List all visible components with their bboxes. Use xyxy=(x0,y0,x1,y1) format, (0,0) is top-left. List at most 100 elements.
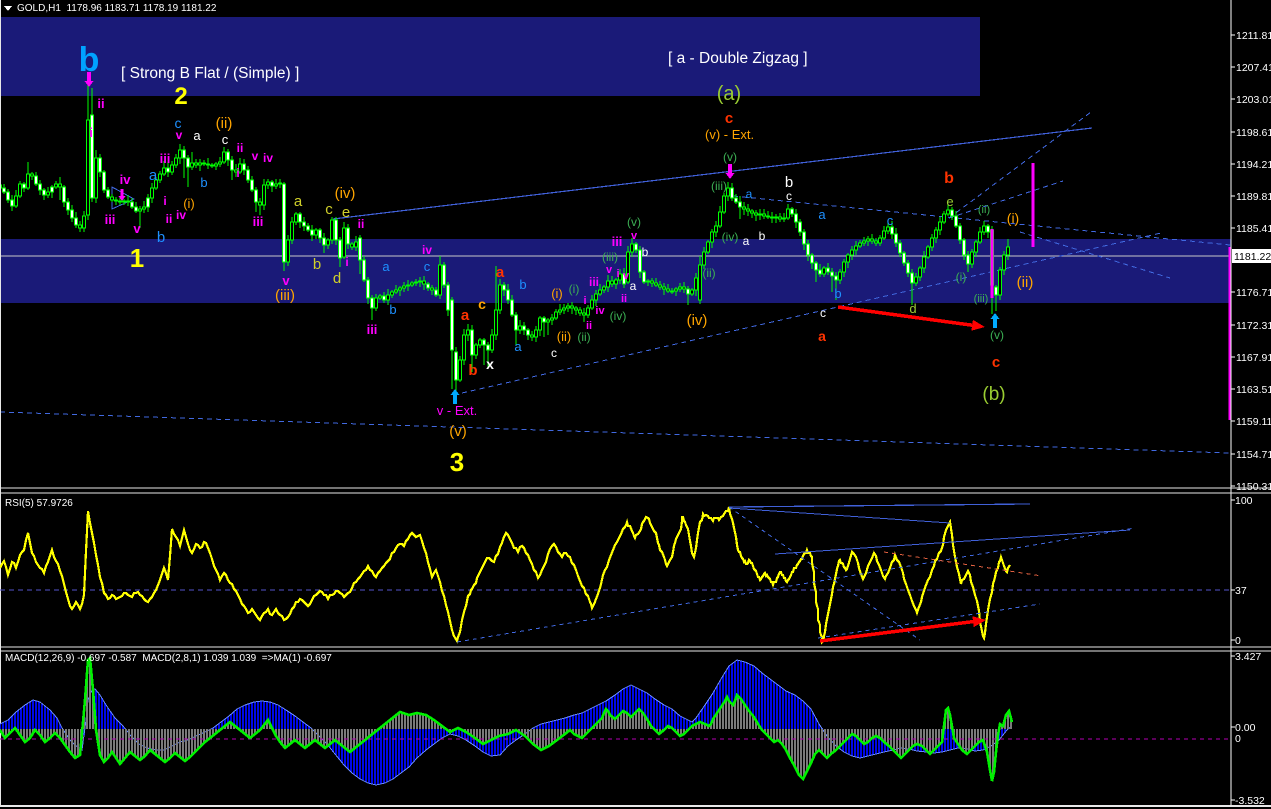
svg-text:(a): (a) xyxy=(717,83,741,105)
svg-text:b: b xyxy=(944,170,954,187)
svg-text:1159.11: 1159.11 xyxy=(1236,416,1271,428)
svg-text:(ii): (ii) xyxy=(577,330,590,344)
svg-text:-3.532: -3.532 xyxy=(1235,795,1265,807)
svg-text:a: a xyxy=(514,339,522,354)
svg-text:iv: iv xyxy=(176,208,186,222)
svg-text:1207.41: 1207.41 xyxy=(1236,62,1271,74)
svg-text:a: a xyxy=(746,187,753,201)
svg-text:b: b xyxy=(468,362,477,379)
svg-text:1167.91: 1167.91 xyxy=(1236,352,1271,364)
svg-text:d: d xyxy=(333,270,341,287)
svg-text:e: e xyxy=(946,194,953,209)
svg-text:1189.81: 1189.81 xyxy=(1236,191,1271,203)
svg-text:1181.22: 1181.22 xyxy=(1234,251,1271,263)
svg-text:(v): (v) xyxy=(449,423,467,440)
svg-text:i: i xyxy=(345,255,348,269)
svg-text:a: a xyxy=(818,207,826,222)
svg-text:b: b xyxy=(834,286,841,301)
svg-text:ii: ii xyxy=(358,217,365,231)
svg-text:c: c xyxy=(887,213,894,228)
svg-text:d: d xyxy=(909,301,916,316)
svg-text:iii: iii xyxy=(589,275,599,289)
svg-text:(iv): (iv) xyxy=(610,309,627,323)
svg-text:c: c xyxy=(725,110,733,127)
svg-text:c: c xyxy=(786,189,792,203)
svg-text:[ Strong B Flat / (Simple) ]: [ Strong B Flat / (Simple) ] xyxy=(121,65,299,82)
svg-text:3.427: 3.427 xyxy=(1235,651,1261,663)
svg-text:a: a xyxy=(818,328,826,344)
svg-text:(v): (v) xyxy=(990,328,1004,342)
svg-text:iv: iv xyxy=(422,243,432,257)
svg-text:a: a xyxy=(294,193,303,210)
svg-text:1185.41: 1185.41 xyxy=(1236,223,1271,235)
svg-text:RSI(5) 57.9726: RSI(5) 57.9726 xyxy=(5,498,73,509)
svg-text:(ii): (ii) xyxy=(702,266,715,280)
svg-text:(ii): (ii) xyxy=(216,115,233,132)
svg-text:1172.31: 1172.31 xyxy=(1236,320,1271,332)
svg-text:(b): (b) xyxy=(982,384,1005,405)
svg-text:b: b xyxy=(519,277,526,292)
svg-text:(iii): (iii) xyxy=(602,250,618,264)
svg-text:2: 2 xyxy=(174,83,187,110)
svg-text:v - Ext.: v - Ext. xyxy=(437,403,477,418)
svg-text:b: b xyxy=(785,174,793,191)
svg-text:i: i xyxy=(163,194,166,208)
svg-text:(i): (i) xyxy=(183,196,195,211)
svg-text:ii: ii xyxy=(237,141,244,155)
svg-text:iii: iii xyxy=(612,234,623,249)
svg-text:iii: iii xyxy=(160,151,171,166)
svg-text:(ii): (ii) xyxy=(557,329,571,344)
svg-text:v: v xyxy=(282,273,290,288)
svg-text:v: v xyxy=(623,270,630,282)
svg-text:ii: ii xyxy=(621,293,627,305)
svg-text:e: e xyxy=(342,204,350,221)
svg-text:b: b xyxy=(642,245,649,259)
svg-text:1198.61: 1198.61 xyxy=(1236,127,1271,139)
svg-text:1150.31: 1150.31 xyxy=(1236,481,1271,493)
svg-text:v: v xyxy=(133,221,141,236)
svg-text:c: c xyxy=(992,354,1000,371)
svg-text:iii: iii xyxy=(105,212,116,227)
svg-text:b: b xyxy=(79,41,100,79)
svg-text:(v): (v) xyxy=(723,150,737,164)
svg-text:(iii): (iii) xyxy=(275,287,295,304)
svg-text:v: v xyxy=(606,264,613,276)
svg-text:(iii): (iii) xyxy=(974,293,989,305)
svg-text:b: b xyxy=(313,256,321,273)
svg-text:3: 3 xyxy=(450,447,464,477)
svg-text:(ii): (ii) xyxy=(978,204,990,216)
svg-text:ii: ii xyxy=(97,96,104,111)
svg-text:a: a xyxy=(461,307,470,324)
svg-text:v: v xyxy=(631,230,638,242)
svg-text:(i): (i) xyxy=(1007,210,1019,226)
svg-text:ii: ii xyxy=(166,212,173,226)
svg-text:(iv): (iv) xyxy=(722,230,739,244)
svg-text:(i): (i) xyxy=(551,286,563,301)
svg-text:a: a xyxy=(496,264,505,281)
svg-text:(iii): (iii) xyxy=(711,179,727,193)
svg-text:c: c xyxy=(325,201,333,218)
svg-text:b: b xyxy=(759,229,766,243)
svg-text:1154.71: 1154.71 xyxy=(1236,449,1271,461)
svg-text:i: i xyxy=(89,125,93,140)
svg-text:(iv): (iv) xyxy=(687,312,708,329)
svg-text:iii: iii xyxy=(367,322,378,337)
svg-text:MACD(12,26,9) -0.697 -0.587 M: MACD(12,26,9) -0.697 -0.587 MACD(2,8,1) … xyxy=(5,653,332,664)
svg-text:(i): (i) xyxy=(569,282,580,296)
svg-text:(v): (v) xyxy=(627,215,641,229)
svg-text:1203.01: 1203.01 xyxy=(1236,94,1271,106)
svg-text:(ii): (ii) xyxy=(1017,274,1034,291)
svg-text:b: b xyxy=(389,302,396,317)
svg-text:[ a - Double Zigzag ]: [ a - Double Zigzag ] xyxy=(668,50,808,67)
svg-text:x: x xyxy=(486,356,494,372)
svg-text:0.00: 0.00 xyxy=(1235,722,1256,734)
svg-text:c: c xyxy=(175,115,182,131)
svg-text:37: 37 xyxy=(1235,585,1247,597)
svg-text:v: v xyxy=(176,128,183,142)
svg-text:iv: iv xyxy=(263,151,273,165)
svg-text:GOLD,H1 1178.96 1183.71 1178.: GOLD,H1 1178.96 1183.71 1178.19 1181.22 xyxy=(17,3,217,14)
svg-text:(v) - Ext.: (v) - Ext. xyxy=(705,127,754,142)
svg-text:i: i xyxy=(236,166,239,180)
svg-text:100: 100 xyxy=(1235,495,1253,507)
svg-text:a: a xyxy=(193,128,201,143)
